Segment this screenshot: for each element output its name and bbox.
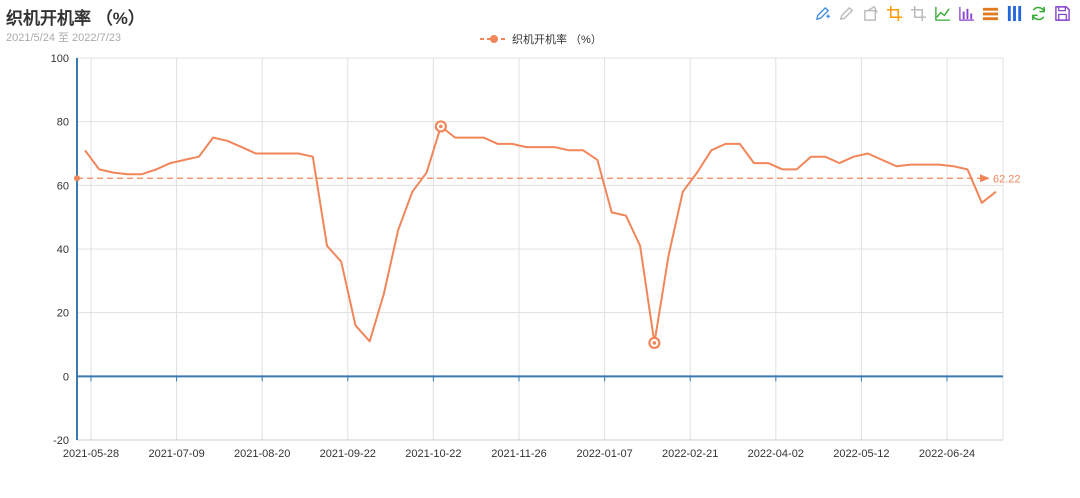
crop-reset-tool-button[interactable] xyxy=(909,4,928,23)
average-line-start xyxy=(74,175,80,182)
line-chart-icon xyxy=(935,6,951,21)
crop-tool-button[interactable] xyxy=(885,4,904,23)
line-chart-tool-button[interactable] xyxy=(933,4,952,23)
chart-grid xyxy=(77,57,1003,441)
bar-chart-tool-button[interactable] xyxy=(957,4,976,23)
y-tick-label: 100 xyxy=(51,53,69,65)
x-tick-label: 2022-02-21 xyxy=(662,448,718,460)
max-markpoint xyxy=(434,120,447,133)
clear-icon xyxy=(864,5,878,21)
stack-icon xyxy=(982,7,999,21)
tiled-tool-button[interactable] xyxy=(1005,4,1024,23)
clear-tool-button[interactable] xyxy=(861,4,880,23)
x-tick-label: 2022-04-02 xyxy=(748,448,804,460)
legend-dot-marker xyxy=(490,35,498,43)
y-tick-label: 60 xyxy=(57,180,69,192)
chart-toolbox xyxy=(813,4,1072,23)
series-line xyxy=(84,125,997,344)
x-axis-tick-labels: 2021-05-28 2021-07-09 2021-08-20 2021-09-22… xyxy=(63,448,975,460)
average-line-label: 62.22 xyxy=(993,173,1021,185)
save-tool-button[interactable] xyxy=(1053,4,1072,23)
x-tick-label: 2021-11-26 xyxy=(491,448,546,460)
min-markpoint xyxy=(648,336,661,350)
eraser-tool-button[interactable] xyxy=(837,4,856,23)
x-tick-label: 2022-05-12 xyxy=(833,448,889,460)
x-tick-label: 2021-09-22 xyxy=(320,448,376,460)
crop-icon xyxy=(886,5,903,22)
markpoints-layer xyxy=(434,120,661,350)
chart-subtitle: 2021/5/24 至 2022/7/23 xyxy=(6,32,121,44)
chart-legend[interactable]: 织机开机率 （%） xyxy=(480,32,602,46)
y-tick-label: 0 xyxy=(63,371,69,383)
x-tick-label: 2021-10-22 xyxy=(405,448,461,460)
eraser-icon xyxy=(839,6,854,21)
refresh-tool-button[interactable] xyxy=(1029,4,1048,23)
y-tick-label: 20 xyxy=(57,308,69,320)
min-markpoint-dot xyxy=(652,341,657,345)
pen-icon xyxy=(815,6,831,21)
tiled-icon xyxy=(1007,5,1022,22)
refresh-icon xyxy=(1032,6,1045,21)
x-tick-label: 2022-01-07 xyxy=(576,448,632,460)
bar-chart-icon xyxy=(959,6,975,21)
average-line-arrow xyxy=(980,174,990,183)
legend-label: 织机开机率 （%） xyxy=(512,32,602,46)
y-tick-label: -20 xyxy=(53,435,69,447)
pen-tool-button[interactable] xyxy=(813,4,832,23)
chart-title: 织机开机率 （%） xyxy=(6,9,145,28)
y-tick-label: 40 xyxy=(57,244,69,256)
x-tick-label: 2021-05-28 xyxy=(63,448,119,460)
average-markline: 62.22 xyxy=(74,173,1021,185)
save-icon xyxy=(1055,6,1070,21)
chart-axes xyxy=(76,58,1004,441)
series-layer xyxy=(84,125,997,344)
crop-reset-icon xyxy=(910,5,927,22)
max-markpoint-dot xyxy=(439,124,443,129)
x-tick-label: 2022-06-24 xyxy=(919,448,975,460)
y-axis-tick-labels: -20 0 20 40 60 80 100 xyxy=(51,53,69,447)
x-tick-label: 2021-08-20 xyxy=(234,448,290,460)
y-tick-label: 80 xyxy=(57,117,69,129)
stack-tool-button[interactable] xyxy=(981,4,1000,23)
x-tick-label: 2021-07-09 xyxy=(148,448,204,460)
